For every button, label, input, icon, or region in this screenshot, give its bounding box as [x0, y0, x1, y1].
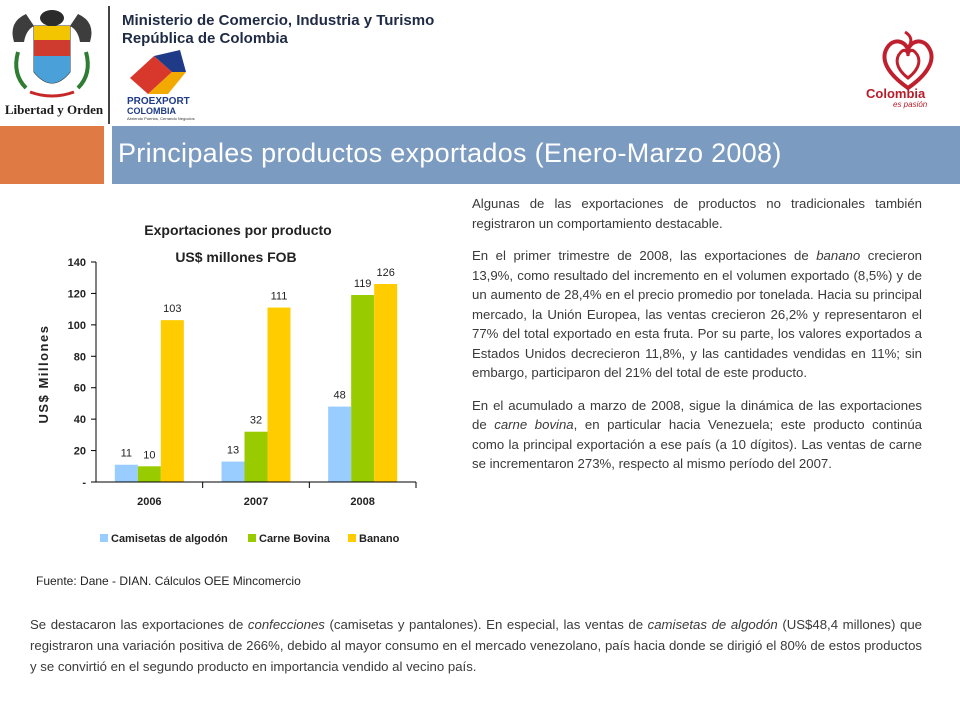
bar	[114, 464, 138, 482]
bar	[328, 406, 352, 482]
x-tick-label: 2006	[137, 496, 161, 508]
paragraph-banano-a: En el primer trimestre de 2008, las expo…	[472, 248, 817, 263]
bottom-text-em-2: camisetas de algodón	[647, 617, 778, 632]
proexport-subtitle: COLOMBIA	[127, 106, 176, 116]
paragraph-carne-b: , en particular hacia Venezuela; este pr…	[472, 417, 922, 471]
chart-bars	[114, 284, 398, 482]
colombia-brand-tagline: es pasión	[893, 100, 928, 109]
bar	[221, 461, 245, 482]
x-axis-ticks: 2006 2007 2008	[137, 482, 417, 508]
chart-source-note: Fuente: Dane - DIAN. Cálculos OEE Mincom…	[36, 574, 301, 588]
title-background	[112, 126, 960, 184]
bottom-text-em-1: confecciones	[247, 617, 325, 632]
chart-subtitle: US$ millones FOB	[175, 249, 296, 265]
bar	[374, 284, 398, 482]
chart-legend: Camisetas de algodón Carne Bovina Banano	[100, 533, 400, 545]
bar	[160, 320, 184, 482]
bar-value-label: 32	[250, 415, 262, 427]
page-header: Libertad y Orden Ministerio de Comercio,…	[0, 0, 960, 130]
coat-of-arms-logo	[12, 10, 92, 98]
bar	[351, 295, 375, 482]
bottom-text-a: Se destacaron las exportaciones de	[30, 617, 248, 632]
legend-label: Banano	[359, 533, 400, 545]
bar-value-label: 11	[121, 448, 132, 460]
proexport-tagline: Abriendo Puertos, Cerrando Negocios	[127, 116, 195, 121]
bar-value-label: 10	[143, 449, 155, 461]
bottom-text-c: (US$48,4 millones) que registraron una v…	[30, 617, 922, 674]
header-divider	[108, 6, 110, 124]
title-accent-block	[0, 126, 104, 184]
ministry-line-1: Ministerio de Comercio, Industria y Turi…	[122, 12, 435, 29]
paragraph-carne-em: carne bovina	[494, 417, 574, 432]
proexport-name: PROEXPORT	[127, 96, 190, 107]
x-tick-label: 2008	[350, 496, 374, 508]
y-tick-label: -	[82, 477, 86, 489]
legend-swatch	[248, 534, 256, 542]
y-axis-ticks: - 20 40 60 80 100 120 140	[68, 257, 96, 489]
y-tick-label: 20	[74, 446, 86, 458]
bar-value-label: 103	[163, 303, 181, 315]
paragraph-non-traditional: Algunas de las exportaciones de producto…	[472, 196, 922, 231]
proexport-logo	[130, 50, 186, 94]
export-chart: Exportaciones por producto US$ millones …	[36, 222, 417, 545]
title-bar: Principales productos exportados (Enero-…	[0, 126, 960, 184]
ministry-line-2: República de Colombia	[122, 30, 288, 47]
bar-value-label: 126	[376, 267, 394, 279]
bar-value-label: 111	[271, 291, 288, 303]
bar	[137, 466, 161, 482]
paragraph-banano-em: banano	[816, 248, 861, 263]
paragraph-carne-a: En el acumulado a marzo de 2008, sigue l…	[472, 397, 922, 433]
y-tick-label: 120	[68, 288, 86, 300]
ministry-name: Ministerio de Comercio, Industria y Turi…	[122, 12, 434, 48]
y-axis-label: US$ Millones	[36, 325, 51, 424]
x-tick-label: 2007	[244, 496, 268, 508]
bottom-text-b: (camisetas y pantalones). En especial, l…	[324, 617, 648, 632]
colombia-brand-word: Colombia	[866, 86, 926, 101]
chart-data-labels: 11 10 103 13 32 111 48 119 126	[121, 267, 395, 461]
coat-of-arms-label: Libertad y Orden	[4, 102, 104, 117]
bar	[244, 431, 268, 482]
paragraph-banano: En el primer trimestre de 2008, las expo…	[472, 246, 922, 383]
legend-label: Carne Bovina	[259, 533, 331, 545]
y-tick-label: 80	[74, 351, 86, 363]
bottom-paragraph: Se destacaron las exportaciones de confe…	[30, 614, 922, 677]
bar-value-label: 13	[227, 445, 239, 457]
y-tick-label: 40	[74, 414, 86, 426]
legend-label: Camisetas de algodón	[111, 533, 228, 545]
legend-swatch	[100, 534, 108, 542]
right-text-column: Algunas de las exportaciones de producto…	[472, 194, 922, 487]
bar	[267, 307, 291, 482]
y-tick-label: 100	[68, 320, 86, 332]
y-tick-label: 60	[74, 383, 86, 395]
paragraph-banano-b: crecieron 13,9%, como resultado del incr…	[472, 248, 922, 380]
legend-swatch	[348, 534, 356, 542]
page-title: Principales productos exportados (Enero-…	[118, 138, 782, 168]
paragraph-carne: En el acumulado a marzo de 2008, sigue l…	[472, 396, 922, 474]
y-tick-label: 140	[68, 257, 86, 269]
bar-value-label: 119	[354, 278, 372, 290]
colombia-heart-logo	[882, 30, 934, 91]
bar-value-label: 48	[334, 390, 346, 402]
chart-title: Exportaciones por producto	[144, 222, 331, 238]
